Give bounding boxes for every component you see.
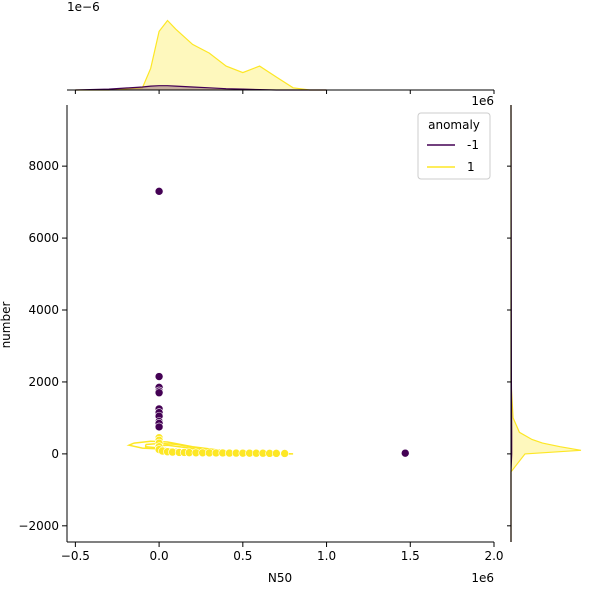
top-kde-fill-series-1 — [75, 20, 327, 90]
x-tick-label: −0.5 — [61, 549, 90, 563]
y-tick-label: 2000 — [28, 375, 59, 389]
y-tick-label: 0 — [51, 447, 59, 461]
point-series-neg1-1 — [154, 372, 164, 381]
top-kde-line-series-1 — [75, 19, 327, 91]
point-series-neg1-11 — [400, 448, 410, 458]
legend-label-1: 1 — [467, 160, 475, 174]
x-axis-label: N50 — [268, 571, 292, 585]
y-tick-label: 6000 — [28, 231, 59, 245]
y-tick-label: 4000 — [28, 303, 59, 317]
legend-label-neg1: -1 — [467, 138, 479, 152]
legend: anomaly -1 1 — [417, 112, 491, 180]
point-series-neg1-0 — [154, 187, 164, 196]
y-tick-label: −2000 — [18, 519, 59, 533]
x-offset-text: 1e6 — [471, 571, 494, 585]
point-series-neg1-10 — [154, 422, 164, 432]
right-kde-line-series-1 — [510, 105, 582, 542]
legend-box — [417, 112, 491, 180]
x-tick-label: 1.5 — [401, 549, 420, 563]
point-series-neg1-4 — [154, 388, 164, 398]
point-series-1-24 — [280, 449, 289, 458]
x-tick-label: 0.0 — [150, 549, 169, 563]
main-axes — [66, 105, 494, 543]
y-axis-label: number — [0, 302, 13, 349]
legend-title: anomaly — [428, 118, 480, 132]
top-marginal-offset-text: 1e−6 — [67, 0, 100, 14]
x-tick-label: 1.0 — [317, 549, 336, 563]
y-tick-label: 8000 — [28, 159, 59, 173]
right-kde-fill-series-1 — [511, 105, 581, 542]
point-series-1-23 — [272, 449, 281, 458]
top-marginal-plot — [67, 19, 495, 94]
right-marginal-offset-text: 1e6 — [471, 94, 494, 108]
kde-contour-0 — [126, 440, 294, 455]
tick-group: −0.5 0.0 0.5 1.0 1.5 2.0 −2000 0 2000 4000 6000 800… — [18, 159, 503, 563]
x-tick-label: 0.5 — [233, 549, 252, 563]
x-tick-label: 2.0 — [484, 549, 503, 563]
main-scatter-plot: −0.5 0.0 0.5 1.0 1.5 2.0 −2000 0 2000 4000 6000 800… — [18, 105, 504, 563]
scatter-points — [154, 187, 410, 458]
right-marginal-plot — [507, 104, 582, 542]
